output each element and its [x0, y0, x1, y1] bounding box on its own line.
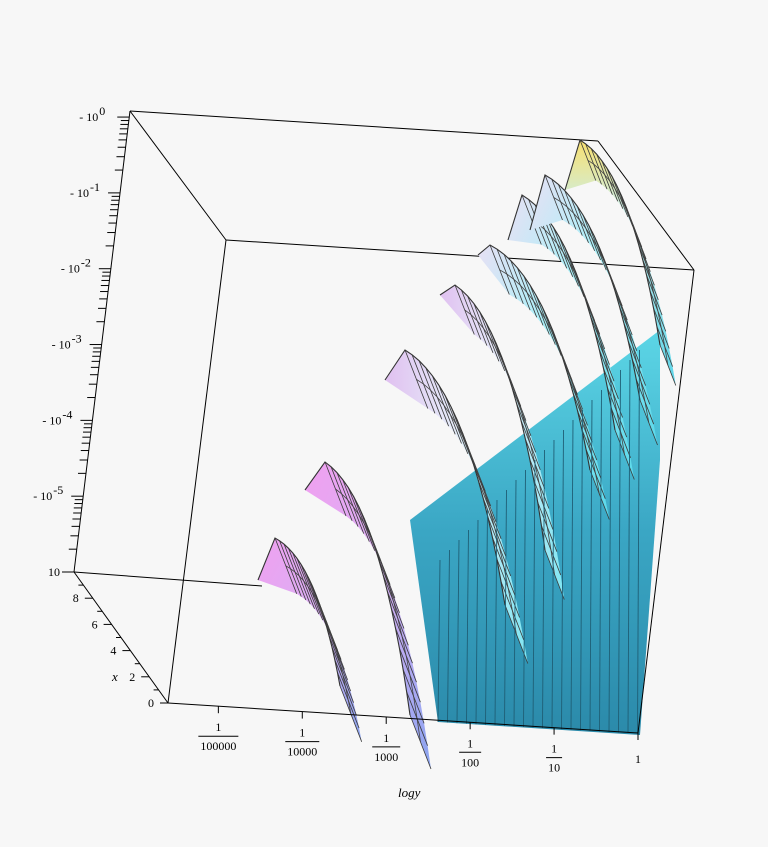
ridge-mesh-line	[274, 537, 298, 594]
z-tick-exponent: -4	[62, 407, 72, 421]
ridge-face	[258, 538, 362, 742]
z-tick-base: - 10	[52, 338, 71, 352]
curtain-line	[466, 529, 469, 724]
z-tick-base: - 10	[70, 186, 89, 200]
z-tick-base: - 10	[79, 110, 98, 124]
x-tick-denominator: 10000	[287, 745, 317, 759]
curtain-line	[618, 369, 621, 733]
y-axis-title: x	[111, 669, 118, 684]
y-tick-label: 4	[110, 644, 116, 658]
ridge	[384, 349, 529, 664]
ridge	[529, 174, 658, 446]
curtain-line	[504, 489, 507, 726]
ridge-face	[565, 140, 676, 386]
z-tick-base: - 10	[33, 489, 52, 503]
surface-base	[410, 330, 660, 735]
curtain-line	[627, 359, 631, 734]
y-tick-label: 8	[73, 591, 79, 605]
ridge-contour	[553, 197, 650, 423]
x-tick-numerator: 1	[551, 742, 557, 756]
curtain-line	[599, 389, 602, 732]
ridge	[564, 139, 677, 386]
ridge-mesh-line	[579, 139, 597, 181]
plot-box-back	[73, 110, 695, 704]
ridge-contour	[587, 159, 669, 366]
ridge-face	[385, 350, 528, 664]
z-tick-exponent: -1	[90, 180, 100, 194]
curtain-line	[447, 549, 450, 723]
curtain-line	[523, 469, 526, 727]
curtain-line	[513, 479, 517, 727]
y-tick-label: 10	[48, 565, 60, 579]
y-tick-label: 0	[148, 696, 154, 710]
ridge-mesh-line	[404, 349, 429, 409]
curtain-line	[494, 499, 498, 726]
ridge	[257, 537, 363, 742]
curtain-line	[570, 419, 574, 730]
x-axis-ticks: 1 100000 1 10000 1 1000 1 100 1 10 1	[198, 706, 641, 775]
ridge-face	[305, 462, 431, 769]
x-tick-label: 1	[635, 752, 641, 766]
x-tick-denominator: 100000	[200, 739, 236, 753]
curtain-line	[608, 379, 612, 732]
ridge-contour	[464, 309, 555, 575]
z-tick-exponent: -5	[53, 483, 63, 497]
z-tick-label: - 10 -2	[61, 256, 91, 276]
ridge-face	[508, 195, 635, 480]
ridge-contour	[285, 565, 352, 714]
ridge-crest	[477, 244, 591, 471]
z-tick-label: - 10 -1	[70, 180, 100, 200]
curtain-line	[551, 439, 555, 729]
y-tick-label: 6	[92, 617, 98, 631]
z-tick-exponent: 0	[99, 104, 105, 118]
x-tick-numerator: 1	[215, 720, 221, 734]
z-axis-ticks: - 10 -5- 10 -4- 10 -3- 10 -2- 10 -1- 10 0	[33, 104, 130, 573]
z-tick-base: - 10	[61, 262, 80, 276]
z-tick-base: - 10	[42, 413, 61, 427]
z-tick-label: - 10 -4	[42, 407, 72, 427]
ridge	[304, 461, 432, 770]
z-tick-exponent: -3	[72, 332, 82, 346]
ridge-contour	[531, 219, 625, 455]
curtain-line	[485, 509, 488, 725]
x-tick-numerator: 1	[467, 736, 473, 750]
surface-curtain	[437, 349, 640, 734]
curtain-line	[456, 539, 460, 724]
ridge	[439, 284, 565, 600]
x-tick-denominator: 10	[548, 761, 560, 775]
ridge-mesh-line	[544, 174, 563, 221]
ridge-face	[530, 175, 658, 445]
curtain-line	[589, 399, 593, 731]
curtain-line	[437, 559, 441, 723]
x-tick-numerator: 1	[299, 726, 305, 740]
ridge-contour	[335, 488, 421, 743]
z-tick-label: - 10 -3	[52, 332, 82, 352]
ridge-contour	[499, 269, 600, 495]
z-tick-label: - 10 0	[79, 104, 105, 124]
curtain-line	[637, 349, 640, 734]
x-tick-denominator: 1000	[374, 750, 398, 764]
x-tick-numerator: 1	[383, 731, 389, 745]
ridge-contour	[416, 378, 517, 635]
curtain-line	[475, 519, 479, 725]
curtain-line	[561, 429, 564, 730]
x-axis-title: logy	[398, 785, 421, 800]
z-tick-label: - 10 -5	[33, 483, 63, 503]
curtain-line	[580, 409, 583, 731]
z-tick-exponent: -2	[81, 256, 91, 270]
surface-ridges	[257, 139, 677, 770]
curtain-line	[542, 449, 545, 729]
y-tick-label: 2	[129, 670, 135, 684]
curtain-line	[532, 459, 536, 728]
x-tick-denominator: 100	[461, 755, 479, 769]
